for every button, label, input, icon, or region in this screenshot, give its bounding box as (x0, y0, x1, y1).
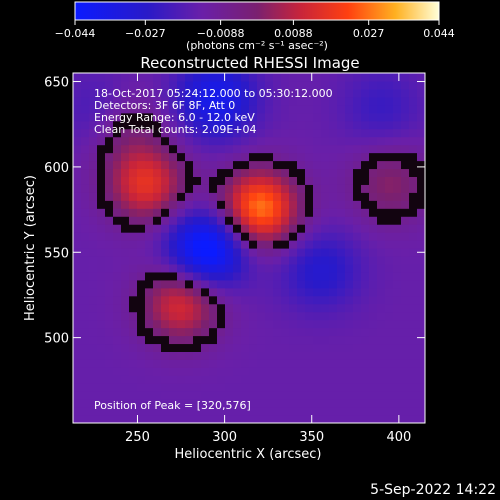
colorbar-tick-label: −0.044 (55, 27, 96, 40)
x-tick-label: 250 (125, 430, 150, 445)
colorbar-tick-label: 0.027 (353, 27, 385, 40)
colorbar-tick-label: −0.0088 (197, 27, 245, 40)
heatmap-image (73, 73, 425, 423)
colorbar-tick-label: −0.027 (125, 27, 166, 40)
date-stamp: 5-Sep-2022 14:22 (370, 482, 496, 498)
y-tick-label: 650 (44, 76, 69, 91)
annotation-line: Clean Total counts: 2.09E+04 (94, 123, 257, 136)
y-tick-label: 600 (44, 161, 69, 176)
plot-frame (72, 72, 426, 424)
colorbar-tick-label: 0.0088 (274, 27, 313, 40)
y-tick-label: 550 (44, 246, 69, 261)
x-axis-label: Heliocentric X (arcsec) (175, 447, 322, 462)
peak-position-label: Position of Peak = [320,576] (94, 399, 251, 412)
x-axis-ticks: 250 300 350 400 (125, 73, 411, 445)
colorbar-unit-label: (photons cm⁻² s⁻¹ asec⁻²) (186, 39, 328, 52)
annotation-line: 18-Oct-2017 05:24:12.000 to 05:30:12.000 (94, 87, 333, 100)
colorbar-ticks: −0.044 −0.027 −0.0088 0.0088 0.027 0.044 (55, 20, 455, 40)
colorbar (74, 1, 440, 21)
annotation-line: Energy Range: 6.0 - 12.0 keV (94, 111, 255, 124)
y-axis-label: Heliocentric Y (arcsec) (23, 175, 38, 321)
x-tick-label: 350 (299, 430, 324, 445)
x-tick-label: 400 (386, 430, 411, 445)
y-axis-ticks: 500 550 600 650 (44, 76, 425, 347)
x-tick-label: 300 (212, 430, 237, 445)
chart-title: Reconstructed RHESSI Image (140, 54, 359, 72)
colorbar-tick-label: 0.044 (423, 27, 455, 40)
annotation-line: Detectors: 3F 6F 8F, Att 0 (94, 99, 235, 112)
y-tick-label: 500 (44, 332, 69, 347)
annotation-block: 18-Oct-2017 05:24:12.000 to 05:30:12.000… (94, 87, 333, 136)
